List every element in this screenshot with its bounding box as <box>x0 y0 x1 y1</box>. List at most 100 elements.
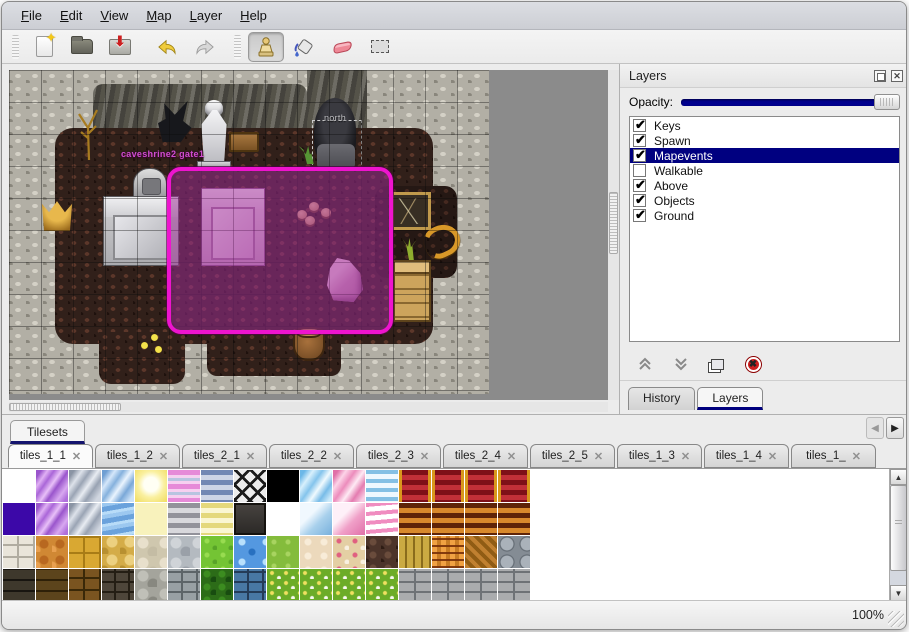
tile-white[interactable] <box>267 503 299 535</box>
layer-visibility-checkbox[interactable] <box>633 164 646 177</box>
tile-stone-round[interactable] <box>498 536 530 568</box>
menu-file[interactable]: File <box>21 8 42 23</box>
close-tab-icon[interactable]: ✕ <box>506 450 517 463</box>
move-layer-down-button[interactable] <box>670 354 692 374</box>
move-layer-up-button[interactable] <box>634 354 656 374</box>
layer-row-ground[interactable]: Ground <box>630 207 899 223</box>
open-button[interactable] <box>64 32 100 62</box>
tile-stripe-brown[interactable] <box>498 503 530 535</box>
tile-wall-cobble[interactable] <box>135 569 167 601</box>
scroll-up-arrow[interactable]: ▲ <box>890 469 906 485</box>
fill-tool-button[interactable] <box>286 32 322 62</box>
layer-visibility-checkbox[interactable] <box>633 177 646 193</box>
dock-tab-layers[interactable]: Layers <box>697 387 764 410</box>
close-tab-icon[interactable]: ✕ <box>71 450 82 463</box>
layer-visibility-checkbox[interactable] <box>633 132 646 148</box>
tile-crystal-blue[interactable] <box>102 470 134 502</box>
new-file-button[interactable] <box>26 30 62 62</box>
tile-grass-bright[interactable] <box>201 536 233 568</box>
tile-carpet-red[interactable] <box>465 470 497 502</box>
save-button[interactable] <box>102 32 138 62</box>
tile-carpet-red[interactable] <box>498 470 530 502</box>
tileset-tab-tiles_2_1[interactable]: tiles_2_1 ✕ <box>182 444 267 468</box>
tile-grass-flowers[interactable] <box>300 569 332 601</box>
map-vertical-scrollbar[interactable] <box>608 70 619 400</box>
menu-layer[interactable]: Layer <box>189 8 223 23</box>
tile-crystal-pink[interactable] <box>333 470 365 502</box>
tile-grass-flowers[interactable] <box>333 569 365 601</box>
scroll-tabs-right-button[interactable]: ▶ <box>886 417 904 439</box>
delete-layer-button[interactable]: ✖ <box>742 354 764 374</box>
tile-carpet-red[interactable] <box>432 470 464 502</box>
layer-visibility-checkbox[interactable] <box>633 117 646 133</box>
tile-crystal-iceblue[interactable] <box>300 470 332 502</box>
layer-row-mapevents[interactable]: Mapevents <box>630 147 899 163</box>
close-panel-icon[interactable]: ✕ <box>891 69 903 82</box>
tile-stripe-brown[interactable] <box>399 503 431 535</box>
layer-row-objects[interactable]: Objects <box>630 192 899 208</box>
tile-grass-flowers[interactable] <box>267 569 299 601</box>
tile-planks-v[interactable] <box>399 536 431 568</box>
close-tab-icon[interactable]: ✕ <box>767 450 778 463</box>
dock-tab-history[interactable]: History <box>628 387 696 410</box>
map-vscroll-thumb[interactable] <box>609 192 618 254</box>
tile-tile-blue[interactable] <box>300 503 332 535</box>
tileset-tab-tiles_2_3[interactable]: tiles_2_3 ✕ <box>356 444 441 468</box>
scroll-tabs-left-button[interactable]: ◀ <box>866 417 884 439</box>
tile-bricks-dark[interactable] <box>102 569 134 601</box>
tilesets-dock-tab[interactable]: Tilesets <box>10 420 85 444</box>
close-tab-icon[interactable]: ✕ <box>593 450 604 463</box>
tile-stripe-brown[interactable] <box>432 503 464 535</box>
map-horizontal-scrollbar[interactable] <box>9 402 608 412</box>
tile-crystal-purple[interactable] <box>36 503 68 535</box>
tile-sign-dark[interactable] <box>234 503 266 535</box>
map-canvas[interactable]: caveshrine2 gate1 north <box>9 70 489 394</box>
tileset-tab-tiles_1_[interactable]: tiles_1_ ✕ <box>791 444 876 468</box>
redo-button[interactable] <box>187 32 223 62</box>
tile-stripe-ice[interactable] <box>366 470 398 502</box>
tile-stripe-pinkrip[interactable] <box>366 503 398 535</box>
layer-visibility-checkbox[interactable] <box>633 207 646 223</box>
tile-crystal-gray[interactable] <box>69 470 101 502</box>
tile-wall-stone-gray[interactable] <box>432 569 464 601</box>
tile-bricks-blue[interactable] <box>234 569 266 601</box>
tile-black[interactable] <box>267 470 299 502</box>
tile-water-blue[interactable] <box>102 503 134 535</box>
layer-visibility-checkbox[interactable] <box>633 192 646 208</box>
tile-weave[interactable] <box>432 536 464 568</box>
tileset-tab-tiles_2_4[interactable]: tiles_2_4 ✕ <box>443 444 528 468</box>
tile-stone-orange[interactable] <box>36 536 68 568</box>
tile-stone-cracked[interactable] <box>102 536 134 568</box>
map-viewport[interactable]: caveshrine2 gate1 north <box>9 70 608 400</box>
layer-row-above[interactable]: Above <box>630 177 899 193</box>
close-tab-icon[interactable]: ✕ <box>245 450 256 463</box>
eraser-tool-button[interactable] <box>324 32 360 62</box>
tile-sand-pale[interactable] <box>300 536 332 568</box>
layer-visibility-checkbox[interactable] <box>633 147 646 163</box>
tileset-tab-tiles_2_5[interactable]: tiles_2_5 ✕ <box>530 444 615 468</box>
close-tab-icon[interactable]: ✕ <box>851 450 861 463</box>
tile-cobble-pale[interactable] <box>135 536 167 568</box>
map-hscroll-thumb[interactable] <box>9 403 121 411</box>
opacity-slider-track[interactable] <box>681 99 898 106</box>
tile-herringbone[interactable] <box>465 536 497 568</box>
tile-wall-brown[interactable] <box>36 569 68 601</box>
tile-grass-mid[interactable] <box>267 536 299 568</box>
tileset-tab-tiles_1_3[interactable]: tiles_1_3 ✕ <box>617 444 702 468</box>
layer-row-keys[interactable]: Keys <box>630 117 899 133</box>
map-selection-rect[interactable] <box>167 167 393 334</box>
undo-button[interactable] <box>149 32 185 62</box>
tile-pale-yellow[interactable] <box>135 503 167 535</box>
tile-wall-stone-gray[interactable] <box>399 569 431 601</box>
resize-grip[interactable] <box>888 611 904 627</box>
tile-ground-flowers[interactable] <box>333 536 365 568</box>
layer-row-spawn[interactable]: Spawn <box>630 132 899 148</box>
tile-stripe-yellow[interactable] <box>201 503 233 535</box>
tileset-vscroll-thumb[interactable] <box>890 485 906 571</box>
close-tab-icon[interactable]: ✕ <box>332 450 343 463</box>
tile-cobble-gray[interactable] <box>168 536 200 568</box>
float-panel-icon[interactable] <box>874 69 886 82</box>
tile-wall-graybrick[interactable] <box>168 569 200 601</box>
tile-grass-flowers[interactable] <box>366 569 398 601</box>
close-tab-icon[interactable]: ✕ <box>158 450 169 463</box>
